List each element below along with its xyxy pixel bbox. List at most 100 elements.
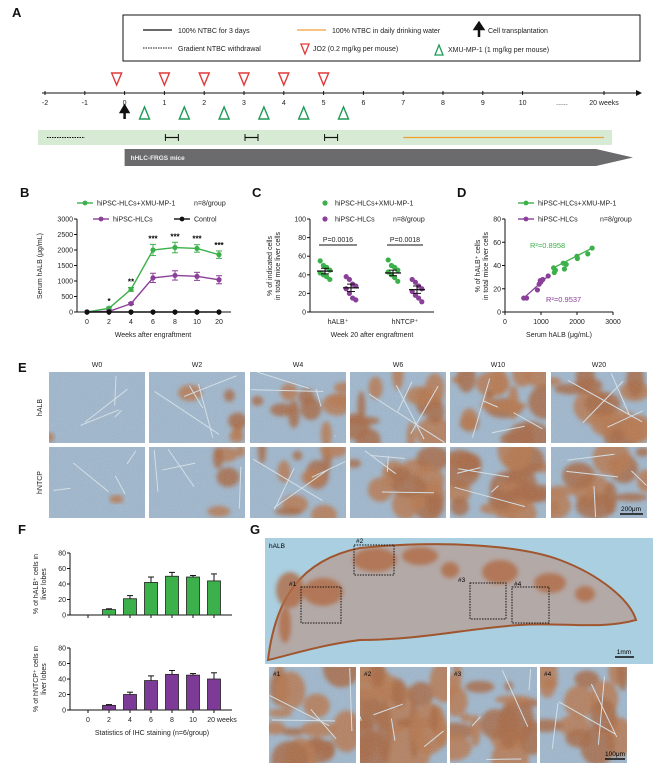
- region-label: #3: [458, 577, 466, 584]
- tick-label: 1: [162, 100, 166, 107]
- region-label: #1: [289, 581, 297, 588]
- bar: [145, 582, 158, 615]
- data-point: [216, 309, 221, 314]
- row-label: hALB: [37, 399, 44, 416]
- legend-marker: [322, 216, 327, 221]
- legend-label: hiPSC-HLCs: [538, 217, 578, 224]
- legend-label: hiPSC-HLCs+XMU-MP-1: [335, 201, 413, 208]
- data-point: [327, 277, 332, 282]
- x-tick-label: 10: [193, 319, 201, 326]
- ihc-image: [450, 360, 563, 461]
- y-tick-label: 1000: [57, 279, 73, 286]
- bar: [187, 675, 200, 710]
- stain-blob: [441, 562, 459, 578]
- legend-drinking: 100% NTBC in daily drinking water: [332, 28, 441, 35]
- scale-bar-label: 100μm: [605, 751, 625, 758]
- y-axis-title-box: % of hALB⁺ cells in liver lobes: [33, 551, 51, 617]
- axis-arrow-icon: [636, 90, 642, 96]
- bar: [124, 695, 137, 711]
- bar: [145, 681, 158, 710]
- region-label: #1: [273, 671, 281, 678]
- panel-label: A: [12, 5, 22, 20]
- data-point: [150, 275, 155, 280]
- tick-label: 4: [282, 100, 286, 107]
- xmu-triangle-icon: [259, 107, 269, 119]
- data-point: [194, 274, 199, 279]
- stain-label: hALB: [269, 543, 285, 550]
- x-tick-label: 3000: [605, 319, 621, 326]
- jo2-triangle-icon: [279, 73, 289, 85]
- y-tick-label: 0: [62, 613, 66, 620]
- stain-blob: [534, 573, 566, 593]
- n-label: n=8/group: [393, 217, 425, 224]
- region-label: #2: [356, 538, 364, 545]
- data-point: [194, 246, 199, 251]
- ihc-image: [250, 372, 358, 447]
- y-tick-label: 40: [58, 582, 66, 589]
- significance-label: ***: [170, 232, 180, 241]
- y-tick-label: 100: [294, 217, 306, 224]
- x-axis-title: Statistics of IHC staining (n=6/group): [95, 730, 209, 737]
- texture: [250, 447, 346, 518]
- legend-xmu: XMU-MP-1 (1 mg/kg per mouse): [448, 47, 549, 54]
- tick-label: -2: [42, 100, 48, 107]
- xmu-triangle-icon: [140, 107, 150, 119]
- ihc-image: [541, 361, 653, 452]
- y-tick-label: 0: [69, 310, 73, 317]
- ihc-image: [149, 372, 247, 443]
- texture: [49, 447, 145, 518]
- texture: [450, 372, 546, 443]
- ihc-image: [439, 430, 566, 528]
- data-point: [172, 309, 177, 314]
- stain-blob: [402, 547, 438, 565]
- stain-blob: [303, 578, 343, 606]
- y-axis-title: Serum hALB (μg/mL): [37, 233, 44, 299]
- y-tick-label: 20: [298, 291, 306, 298]
- data-point: [535, 287, 540, 292]
- xmu-triangle-icon: [299, 107, 309, 119]
- bar: [103, 705, 116, 710]
- y-tick-label: 2000: [57, 248, 73, 255]
- y-axis-title: % of indicated cells: [267, 236, 274, 296]
- y-tick-label: 80: [298, 235, 306, 242]
- region-zoom-image: [529, 651, 633, 766]
- y-tick-label: 20: [58, 597, 66, 604]
- y-axis-title: in total mice liver cells: [483, 231, 490, 300]
- jo2-triangle-icon: [199, 73, 209, 85]
- data-point: [575, 256, 580, 261]
- data-point: [562, 266, 567, 271]
- x-axis-title: Weeks after engraftment: [115, 332, 192, 339]
- x-tick-label: 4: [128, 717, 132, 724]
- y-tick-label: 1500: [57, 263, 73, 270]
- y-axis-title-box: % of hNTCP⁺ cells in liver lobes: [33, 646, 51, 712]
- panel-label: E: [18, 360, 27, 375]
- tick-label: 2: [202, 100, 206, 107]
- x-tick-label: 0: [86, 717, 90, 724]
- mice-arrow: [125, 149, 633, 166]
- x-tick-label: 4: [129, 319, 133, 326]
- y-tick-label: 60: [298, 254, 306, 261]
- stain-blob: [353, 548, 397, 572]
- cell-transplant-arrow-icon: [121, 106, 128, 119]
- tick-label: 8: [441, 100, 445, 107]
- data-point: [540, 277, 545, 282]
- texture: [350, 447, 446, 518]
- x-tick-label: 2: [107, 319, 111, 326]
- stain-blob: [276, 572, 304, 608]
- panel-label: B: [20, 185, 29, 200]
- bar: [187, 577, 200, 615]
- y-axis-title: % of hNTCP⁺ cells in liver lobes: [33, 646, 49, 712]
- data-point: [553, 268, 558, 273]
- x-tick-label: 0: [503, 319, 507, 326]
- y-tick-label: 40: [58, 677, 66, 684]
- y-tick-label: 40: [298, 272, 306, 279]
- x-tick-label: 2: [107, 717, 111, 724]
- bar: [124, 599, 137, 615]
- y-tick-label: 40: [493, 263, 501, 270]
